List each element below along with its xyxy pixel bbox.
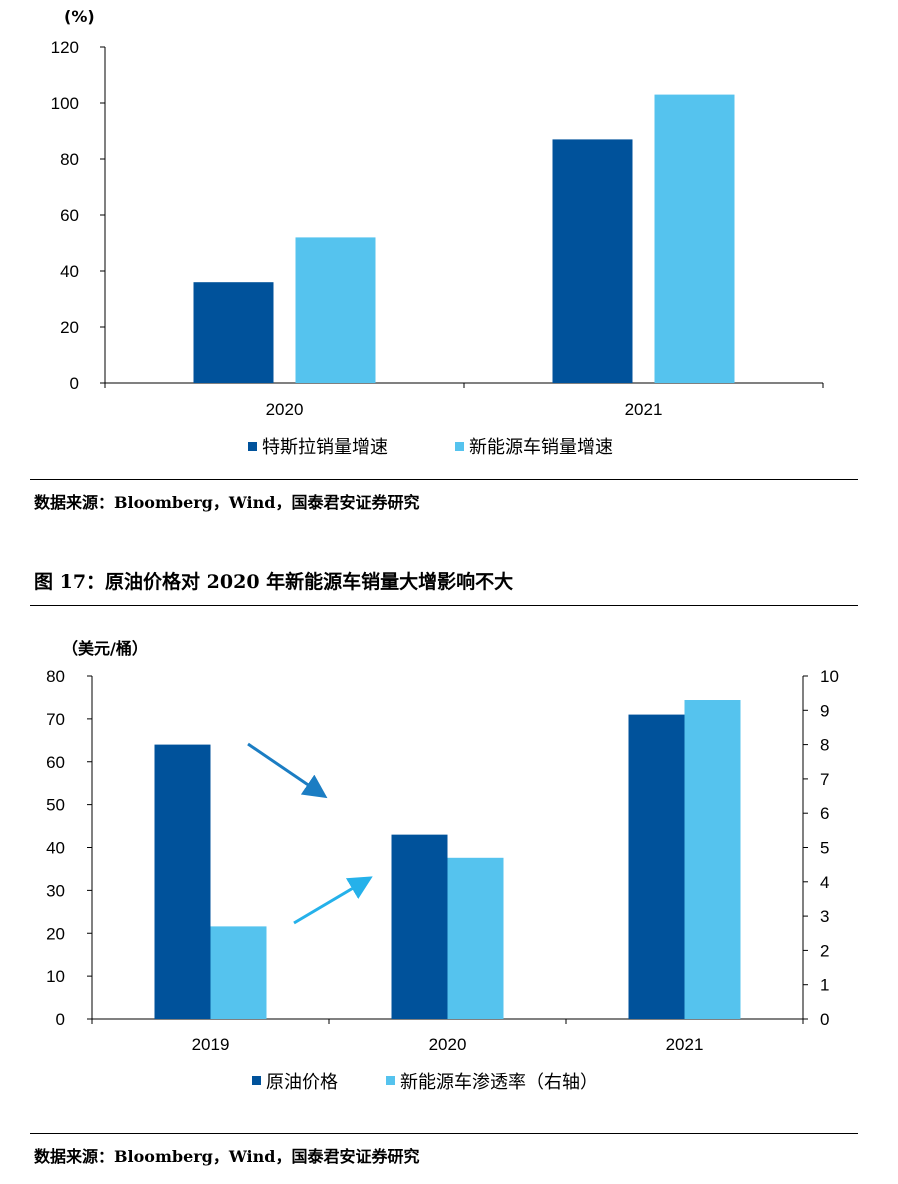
chart1-source: 数据来源：Bloomberg，Wind，国泰君安证券研究 — [34, 493, 420, 512]
bar-nev-penetration-2021 — [684, 700, 741, 1019]
left-y-tick-label: 70 — [46, 710, 65, 729]
chart-tesla-vs-nev-growth: (%) 0 20 40 60 80 100 120 2020 2021 特斯拉销量增速 新能源车销量增… — [51, 7, 824, 458]
left-y-tick-label: 20 — [46, 924, 65, 943]
legend-label: 新能源车销量增速 — [469, 437, 613, 458]
x-tick-label: 2021 — [625, 400, 663, 419]
arrow-down-icon — [247, 742, 328, 799]
arrow-up-icon — [293, 876, 373, 925]
right-y-tick-label: 2 — [820, 941, 829, 960]
legend-swatch — [455, 442, 464, 451]
y-tick-label: 80 — [60, 150, 79, 169]
legend-label: 原油价格 — [266, 1072, 338, 1093]
y-tick-label: 20 — [60, 318, 79, 337]
right-y-tick-label: 5 — [820, 839, 829, 858]
bar-nev-penetration-2019 — [210, 926, 267, 1019]
legend-swatch — [386, 1076, 395, 1085]
divider — [30, 479, 858, 480]
legend-label: 新能源车渗透率（右轴） — [400, 1072, 598, 1093]
left-y-tick-label: 40 — [46, 839, 65, 858]
right-y-tick-label: 3 — [820, 907, 829, 926]
chart2-source: 数据来源：Bloomberg，Wind，国泰君安证券研究 — [34, 1147, 420, 1166]
bar-oil-price-2020 — [391, 834, 448, 1019]
legend-swatch — [248, 442, 257, 451]
x-tick-label: 2020 — [266, 400, 304, 419]
x-tick-label: 2021 — [666, 1035, 704, 1054]
right-y-tick-label: 0 — [820, 1010, 829, 1029]
right-y-tick-label: 9 — [820, 701, 829, 720]
chart-oil-price-vs-nev-penetration: （美元/桶） 0 10 20 30 40 50 60 70 80 0 1 2 3 4 5 6 7 8 9 10 2019 2… — [46, 639, 839, 1093]
left-y-tick-label: 80 — [46, 667, 65, 686]
bar-nev-penetration-2020 — [447, 857, 504, 1019]
right-y-tick-label: 10 — [820, 667, 839, 686]
y-tick-label: 120 — [51, 38, 79, 57]
bar-tesla-2020 — [193, 282, 274, 383]
right-y-tick-label: 4 — [820, 873, 829, 892]
bar-nev-2020 — [295, 237, 376, 383]
bar-tesla-2021 — [552, 139, 633, 383]
divider — [30, 605, 858, 606]
left-y-tick-label: 0 — [56, 1010, 65, 1029]
left-y-tick-label: 30 — [46, 881, 65, 900]
right-y-tick-label: 7 — [820, 770, 829, 789]
y-tick-label: 100 — [51, 94, 79, 113]
bar-oil-price-2021 — [628, 714, 685, 1019]
y-tick-label: 0 — [70, 374, 79, 393]
legend-swatch — [252, 1076, 261, 1085]
x-tick-label: 2019 — [192, 1035, 230, 1054]
y-axis-unit: （美元/桶） — [62, 639, 148, 658]
right-y-tick-label: 8 — [820, 736, 829, 755]
left-y-tick-label: 60 — [46, 753, 65, 772]
right-y-tick-label: 1 — [820, 976, 829, 995]
y-axis-unit: (%) — [64, 7, 95, 26]
y-tick-label: 60 — [60, 206, 79, 225]
figure-title: 图 17：原油价格对 2020 年新能源车销量大增影响不大 — [34, 571, 514, 593]
legend-label: 特斯拉销量增速 — [262, 437, 388, 458]
right-y-tick-label: 6 — [820, 804, 829, 823]
y-tick-label: 40 — [60, 262, 79, 281]
x-tick-label: 2020 — [429, 1035, 467, 1054]
bar-nev-2021 — [654, 94, 735, 383]
left-y-tick-label: 50 — [46, 796, 65, 815]
left-y-tick-label: 10 — [46, 967, 65, 986]
bar-oil-price-2019 — [154, 744, 211, 1019]
divider — [30, 1133, 858, 1134]
